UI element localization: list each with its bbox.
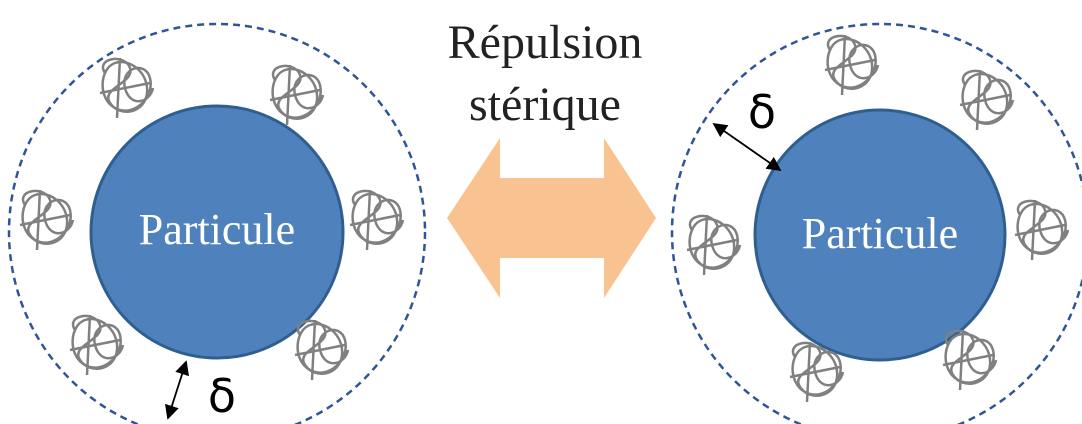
polymer xyxy=(685,213,742,277)
delta-arrow xyxy=(165,360,189,420)
polymer xyxy=(348,188,405,252)
particle-left: Particule δ xyxy=(7,22,427,424)
polymer xyxy=(293,318,350,382)
title-line1: Répulsion xyxy=(448,16,643,69)
polymer xyxy=(98,56,155,120)
polymer xyxy=(1013,198,1070,262)
polymer xyxy=(18,188,75,252)
core xyxy=(89,104,345,360)
polymer xyxy=(958,68,1015,132)
polymer xyxy=(68,313,125,377)
delta-arrow xyxy=(712,122,782,172)
core xyxy=(753,108,1007,362)
title-line2: stérique xyxy=(469,78,621,131)
double-arrow xyxy=(447,138,656,298)
delta-label: δ xyxy=(208,369,236,423)
polymer xyxy=(941,328,998,392)
particle-label: Particule xyxy=(139,205,295,254)
particle-label: Particule xyxy=(802,209,958,258)
particle-right: Particule δ xyxy=(670,22,1082,424)
shell xyxy=(7,22,427,424)
delta-label: δ xyxy=(748,85,776,139)
shell xyxy=(670,22,1082,424)
polymer xyxy=(823,33,880,97)
polymer xyxy=(268,63,325,127)
